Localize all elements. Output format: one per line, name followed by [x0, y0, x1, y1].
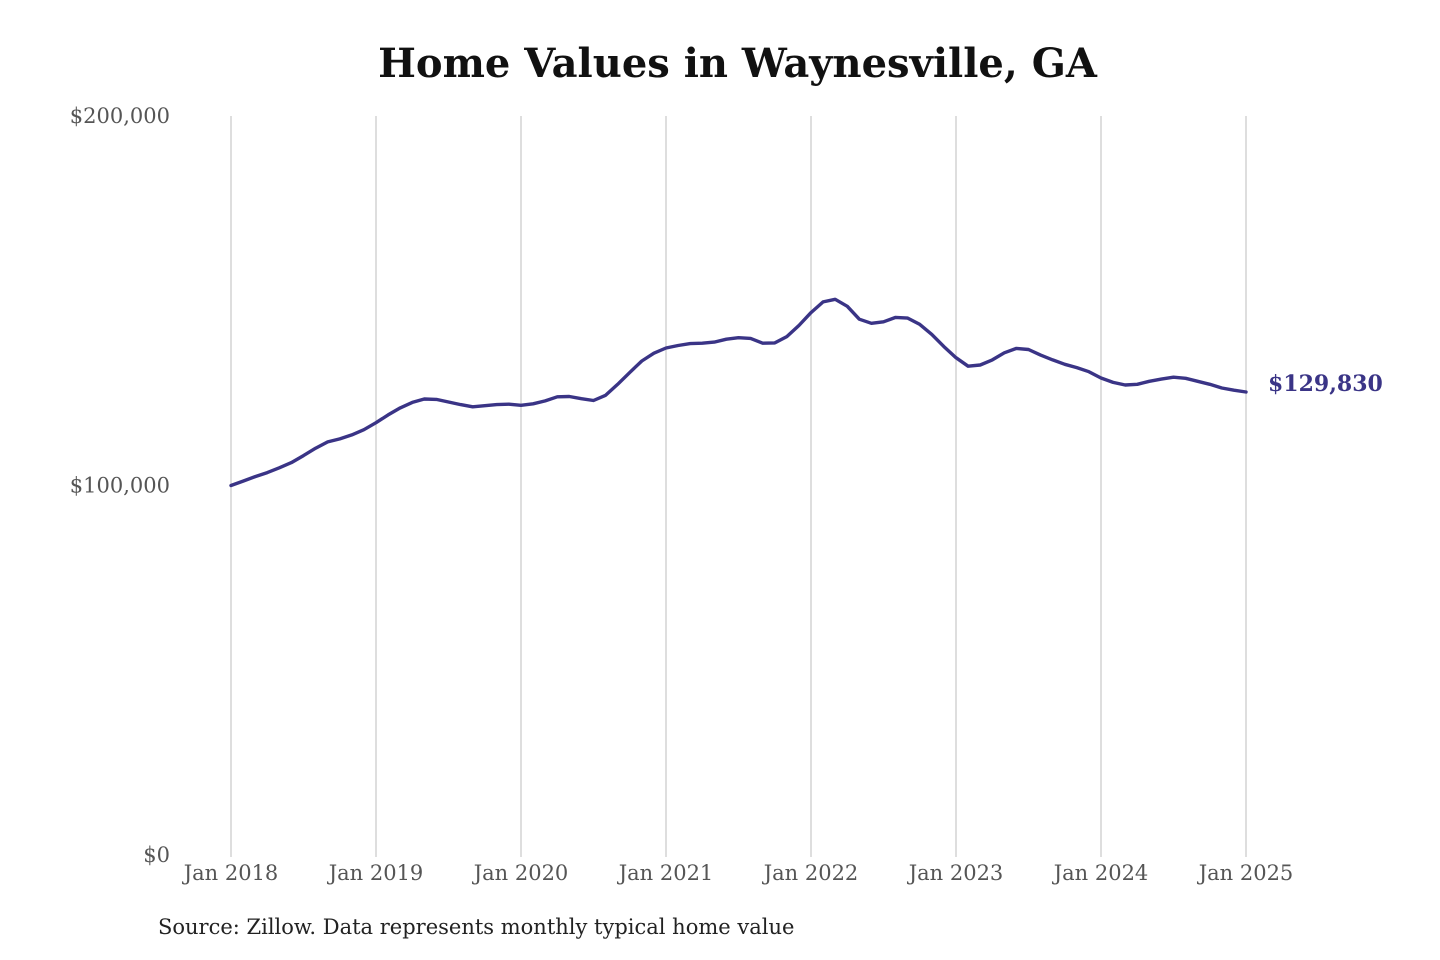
y-tick-label: $100,000 — [70, 474, 170, 498]
end-value-label: $129,830 — [1268, 371, 1383, 397]
x-tick-label: Jan 2019 — [327, 861, 424, 885]
x-tick-label: Jan 2021 — [617, 861, 714, 885]
x-tick-label: Jan 2025 — [1197, 861, 1294, 885]
series-lines — [229, 297, 1248, 488]
x-tick-label: Jan 2020 — [472, 861, 569, 885]
x-tick-label: Jan 2022 — [762, 861, 859, 885]
x-tick-label: Jan 2018 — [182, 861, 279, 885]
chart-title: Home Values in Waynesville, GA — [378, 40, 1097, 87]
y-axis-ticks: $0 $100,000 $200,000 — [70, 104, 170, 867]
x-tick-label: Jan 2023 — [907, 861, 1004, 885]
x-axis-ticks: Jan 2018 Jan 2019 Jan 2020 Jan 2021 Jan 2022… — [182, 861, 1294, 885]
end-labels: $129,830 — [1268, 371, 1383, 397]
y-tick-label: $200,000 — [70, 104, 170, 128]
series-line — [229, 297, 1248, 488]
source-note: Source: Zillow. Data represents monthly … — [158, 915, 795, 939]
x-tick-label: Jan 2024 — [1052, 861, 1149, 885]
y-tick-label: $0 — [143, 843, 170, 867]
gridlines — [230, 116, 1247, 857]
